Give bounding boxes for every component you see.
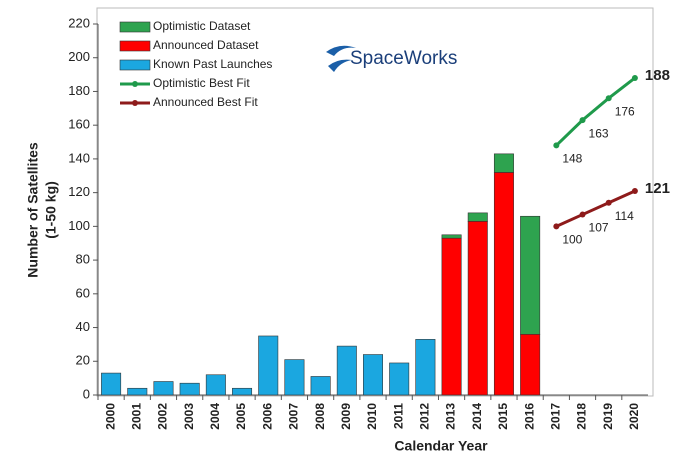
line-point (631, 187, 638, 194)
x-tick-label: 2015 (496, 403, 510, 430)
y-tick-label: 180 (68, 83, 90, 98)
y-tick-label: 0 (83, 386, 90, 401)
line-point (553, 223, 560, 230)
bar (179, 382, 200, 396)
line-point (579, 211, 586, 218)
x-axis-label: Calendar Year (394, 438, 488, 454)
line-point (579, 117, 586, 124)
bar (389, 362, 410, 396)
legend-label: Announced Best Fit (153, 95, 258, 109)
plot-frame (96, 7, 654, 397)
data-label: 163 (589, 126, 609, 140)
data-label: 107 (589, 221, 609, 235)
line (555, 76, 636, 147)
line (555, 189, 636, 228)
legend-swatch (119, 59, 151, 71)
x-tick-label: 2004 (208, 403, 222, 430)
x-tick-label: 2007 (287, 403, 301, 430)
x-tick-label: 2010 (365, 403, 379, 430)
y-axis-label: Number of Satellites (25, 142, 41, 278)
bar (441, 237, 462, 396)
legend-label: Optimistic Best Fit (153, 76, 250, 90)
y-tick-label: 60 (76, 285, 90, 300)
data-label: 176 (615, 104, 635, 118)
logo: SpaceWorks (326, 45, 457, 72)
bar (258, 335, 279, 396)
line-point (605, 95, 612, 102)
bar (153, 381, 174, 396)
bar (493, 172, 514, 396)
y-tick-label: 20 (76, 353, 90, 368)
y-tick-label: 80 (76, 252, 90, 267)
x-tick-label: 2002 (156, 403, 170, 430)
legend-swatch (119, 40, 151, 52)
x-tick-label: 2009 (339, 403, 353, 430)
bar (284, 359, 305, 396)
bar (467, 212, 488, 222)
line-point (631, 74, 638, 81)
legend-marker (132, 100, 138, 106)
x-tick-label: 2008 (313, 403, 327, 430)
bar (232, 387, 253, 396)
bar (101, 372, 122, 396)
bar (310, 376, 331, 396)
bar (415, 339, 436, 396)
x-tick-label: 2016 (522, 403, 536, 430)
x-tick-label: 2013 (444, 403, 458, 430)
x-tick-label: 2005 (234, 403, 248, 430)
x-tick-label: 2003 (182, 403, 196, 430)
x-tick-label: 2011 (391, 403, 405, 429)
legend-marker (132, 81, 138, 87)
bar (205, 374, 226, 396)
y-tick-label: 220 (68, 15, 90, 30)
data-label: 148 (562, 152, 582, 166)
bar (493, 153, 514, 173)
y-tick-label: 160 (68, 117, 90, 132)
x-tick-label: 2012 (418, 403, 432, 430)
y-tick-label: 200 (68, 49, 90, 64)
bar (336, 345, 357, 396)
logo-icon (326, 45, 356, 72)
data-label: 100 (562, 233, 582, 247)
line-point (605, 199, 612, 206)
y-tick-label: 40 (76, 319, 90, 334)
x-tick-label: 2019 (601, 403, 615, 430)
legend-label: Known Past Launches (153, 57, 272, 71)
x-tick-label: 2006 (260, 403, 274, 430)
data-label: 114 (615, 209, 634, 223)
y-axis-label: (1-50 kg) (43, 181, 59, 239)
legend-label: Announced Dataset (153, 38, 259, 52)
data-label: 121 (645, 180, 670, 197)
bar (363, 354, 383, 396)
bar (520, 215, 541, 335)
x-tick-label: 2000 (103, 403, 117, 430)
y-tick-label: 100 (68, 218, 90, 233)
bar (520, 333, 541, 396)
y-tick-label: 120 (68, 184, 90, 199)
legend-label: Optimistic Dataset (153, 19, 251, 33)
x-tick-label: 2014 (470, 403, 484, 430)
x-tick-label: 2017 (549, 403, 563, 430)
line-point (553, 142, 560, 149)
x-tick-label: 2001 (129, 403, 143, 430)
logo-text: SpaceWorks (350, 48, 457, 69)
bar (467, 221, 488, 396)
y-tick-label: 140 (68, 150, 90, 165)
bar (127, 387, 148, 396)
x-tick-label: 2018 (575, 403, 589, 430)
x-tick-label: 2020 (627, 403, 641, 430)
bar (441, 234, 462, 239)
data-label: 188 (645, 67, 670, 84)
legend-swatch (119, 21, 151, 33)
